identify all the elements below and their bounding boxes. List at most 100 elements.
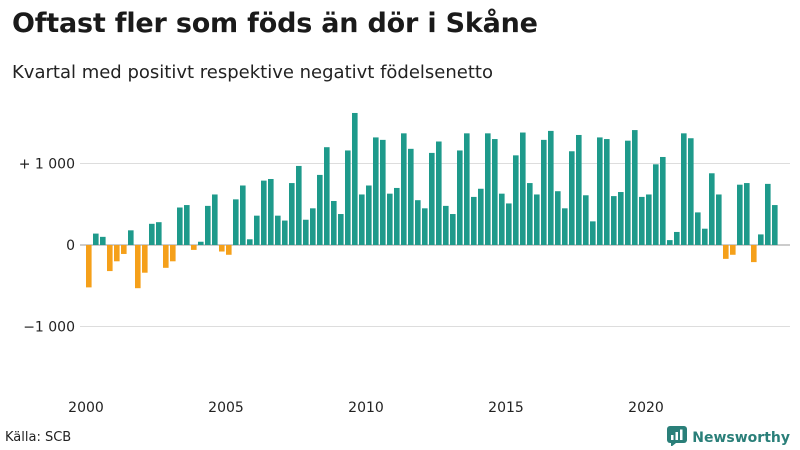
bar-positive — [373, 137, 379, 245]
bar-positive — [562, 208, 568, 245]
bar-positive — [268, 178, 274, 246]
bar-positive — [380, 139, 386, 246]
bar-negative — [226, 245, 232, 255]
bar-positive — [177, 207, 183, 245]
bar-positive — [492, 139, 498, 245]
bar-positive — [331, 200, 337, 245]
bar-positive — [646, 194, 652, 245]
bar-positive — [128, 230, 134, 245]
bar-positive — [240, 185, 246, 245]
bar-positive — [716, 194, 722, 245]
bar-positive — [205, 205, 211, 245]
source-note: Källa: SCB — [5, 430, 72, 445]
bar-negative — [142, 245, 148, 273]
bar-negative — [170, 245, 176, 262]
bar-positive — [429, 152, 435, 245]
bar-positive — [233, 199, 239, 245]
newsworthy-logo-icon — [667, 426, 688, 450]
bar-positive — [695, 212, 701, 245]
y-tick-label: + 1 000 — [19, 157, 75, 173]
bar-positive — [324, 147, 330, 245]
bar-positive — [310, 208, 316, 245]
bar-positive — [611, 196, 617, 245]
bar-negative — [121, 245, 127, 254]
bar-positive — [702, 228, 708, 245]
bar-positive — [387, 193, 393, 245]
bar-positive — [415, 200, 421, 246]
bar-positive — [450, 214, 456, 245]
bar-positive — [457, 150, 463, 245]
bar-positive — [555, 191, 561, 245]
chart-title: Oftast fler som föds än dör i Skåne — [12, 8, 538, 39]
bar-positive — [212, 194, 218, 245]
bar-positive — [282, 220, 288, 245]
x-tick-label: 2010 — [348, 400, 384, 416]
bar-positive — [688, 138, 694, 246]
x-tick-label: 2005 — [208, 400, 244, 416]
bar-positive — [296, 165, 302, 245]
bar-positive — [184, 205, 190, 245]
bar-positive — [303, 219, 309, 246]
bar-positive — [478, 188, 484, 245]
bar-negative — [723, 245, 729, 259]
bar-positive — [100, 236, 106, 245]
bar-positive — [317, 174, 323, 245]
bar-positive — [709, 173, 715, 245]
bar-positive — [408, 148, 414, 245]
bar-positive — [765, 183, 771, 246]
bar-positive — [443, 205, 449, 245]
bar-positive — [597, 137, 603, 245]
bar-negative — [135, 245, 141, 289]
x-tick-label: 2015 — [488, 400, 524, 416]
axis-labels: + 1 000 0 −1 000 2000 2005 2010 2015 2020 — [19, 157, 664, 417]
bar-positive — [639, 196, 645, 245]
bar-negative — [107, 245, 113, 272]
bar-positive — [604, 139, 610, 245]
bar-positive — [289, 183, 295, 245]
bar-positive — [254, 215, 260, 245]
bar-positive — [527, 183, 533, 245]
bar-positive — [499, 193, 505, 245]
bar-positive — [345, 150, 351, 245]
x-tick-label: 2000 — [68, 400, 104, 416]
bar-negative — [219, 245, 225, 252]
bar-positive — [261, 180, 267, 246]
bar-positive — [338, 214, 344, 245]
bar-positive — [583, 195, 589, 245]
bar-positive — [541, 139, 547, 246]
bar-positive — [247, 239, 253, 245]
bar-positive — [632, 130, 638, 245]
bar-positive — [590, 221, 596, 246]
bar-negative — [191, 245, 197, 250]
bar-positive — [660, 156, 666, 245]
bar-positive — [436, 141, 442, 246]
bar-positive — [149, 223, 155, 245]
bar-positive — [394, 187, 400, 245]
bar-negative — [114, 245, 120, 262]
bar-positive — [520, 132, 526, 245]
bar-positive — [744, 183, 750, 245]
bar-positive — [653, 164, 659, 245]
bar-positive — [198, 241, 204, 245]
bars — [86, 112, 778, 289]
bar-positive — [772, 205, 778, 245]
bar-positive — [366, 185, 372, 245]
bar-positive — [758, 234, 764, 246]
bar-positive — [156, 222, 162, 245]
bar-positive — [359, 194, 365, 245]
brand: Newsworthy — [667, 426, 790, 450]
bar-positive — [471, 196, 477, 245]
bar-positive — [352, 112, 358, 245]
x-tick-label: 2020 — [628, 400, 664, 416]
bar-positive — [569, 151, 575, 245]
bar-positive — [534, 194, 540, 245]
bar-positive — [667, 240, 673, 245]
bar-negative — [730, 245, 736, 255]
bar-positive — [485, 133, 491, 245]
bar-positive — [275, 215, 281, 245]
bar-negative — [163, 245, 169, 268]
y-tick-label: −1 000 — [23, 320, 75, 336]
bar-positive — [548, 130, 554, 245]
bar-positive — [422, 208, 428, 245]
brand-name: Newsworthy — [692, 430, 790, 446]
